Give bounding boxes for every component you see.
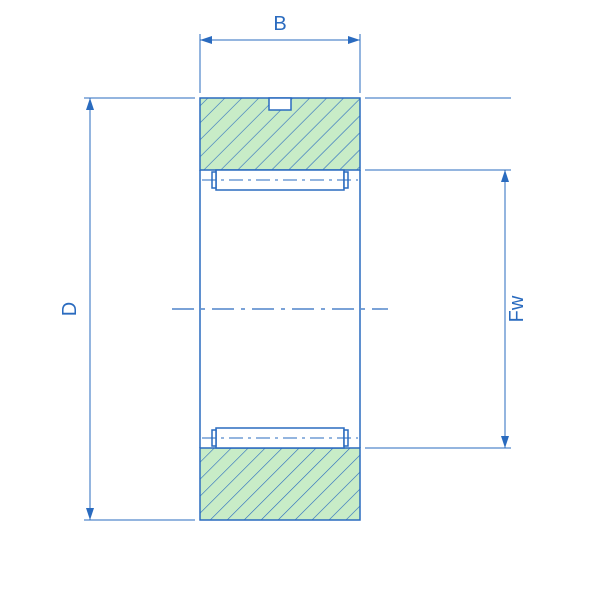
- outer-ring-bottom: [200, 448, 360, 520]
- dimension-label-D: D: [59, 302, 81, 316]
- lubrication-notch: [269, 98, 291, 110]
- dimension-label-B: B: [273, 13, 286, 35]
- dimension-label-Fw: Fw: [506, 295, 528, 322]
- bearing-cross-section-diagram: B D Fw: [0, 0, 600, 600]
